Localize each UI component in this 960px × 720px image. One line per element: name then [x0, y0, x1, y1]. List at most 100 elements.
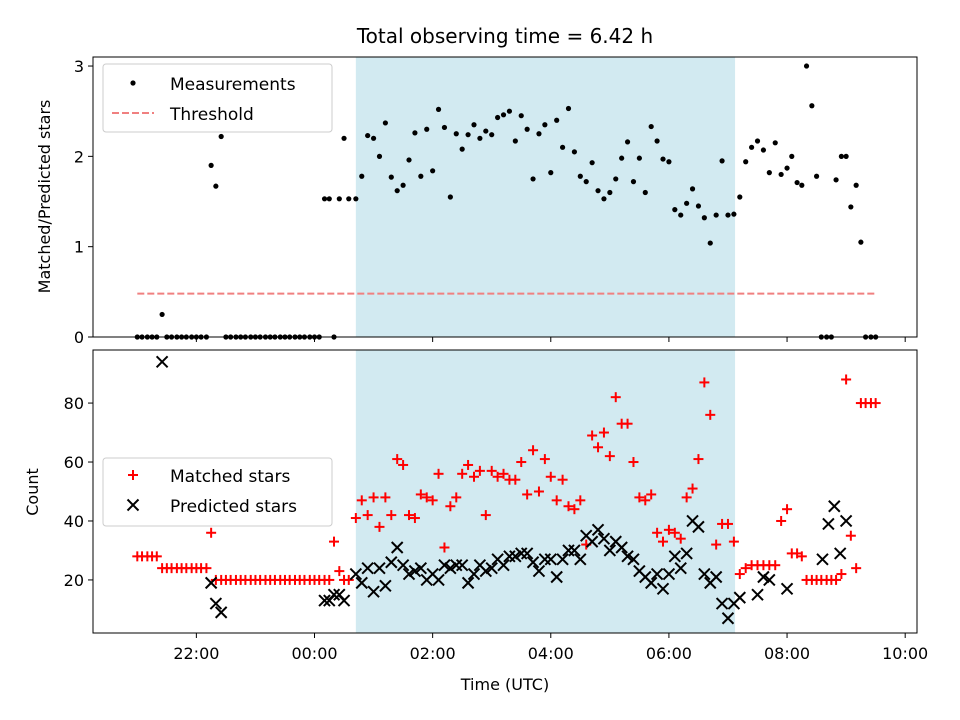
matched-star-point: [796, 551, 807, 562]
predicted-star-point: [562, 544, 575, 557]
legend-measurements-label: Measurements: [170, 75, 296, 95]
matched-star-point: [492, 471, 503, 482]
predicted-star-point: [479, 564, 493, 578]
predicted-star-point: [467, 567, 481, 581]
predicted-star-point: [751, 588, 764, 601]
predicted-star-point: [733, 591, 747, 604]
x-tick-label: 10:00: [882, 644, 928, 663]
measurement-point: [346, 196, 352, 202]
measurement-point: [660, 156, 666, 162]
measurement-point: [803, 63, 810, 69]
matched-star-point: [628, 457, 639, 468]
measurement-point: [648, 123, 654, 130]
legend-matched-marker: [128, 470, 138, 480]
predicted-star-point: [822, 517, 835, 531]
matched-star-point: [841, 374, 852, 385]
measurement-point: [754, 138, 761, 144]
measurement-point: [707, 240, 713, 246]
predicted-star-point: [839, 514, 853, 528]
matched-star-point: [343, 574, 354, 585]
measurement-point: [536, 131, 542, 137]
top-x-axis: [195, 337, 906, 342]
measurement-point: [595, 188, 601, 194]
measurement-point: [412, 130, 418, 136]
predicted-star-point: [361, 561, 374, 575]
top-shaded-interval: [355, 57, 736, 337]
measurement-point: [678, 212, 684, 218]
measurement-point: [326, 196, 332, 202]
bottom-y-axis: 20 40 60 80: [64, 394, 93, 590]
matched-star-point: [634, 492, 645, 503]
matched-star-point: [728, 536, 739, 547]
predicted-star-point: [828, 500, 841, 513]
measurement-point: [430, 168, 436, 174]
measurement-point: [848, 204, 854, 210]
measurement-point: [388, 174, 394, 180]
matched-star-point: [510, 474, 521, 485]
measurement-point: [336, 196, 342, 202]
predicted-star-point: [396, 558, 410, 572]
measurement-point: [843, 153, 849, 159]
matched-star-point: [575, 495, 586, 506]
predicted-star-point: [390, 541, 404, 554]
bottom-x-axis: 22:00 00:00 02:00 04:00 06:00 08:00 10:00: [173, 633, 928, 663]
matched-star-point: [539, 454, 550, 465]
matched-star-point: [415, 489, 426, 500]
measurement-point: [418, 173, 424, 179]
measurement-point: [689, 186, 696, 192]
predicted-star-point: [591, 523, 605, 537]
legend-predicted-label: Predicted stars: [170, 497, 297, 517]
measurement-point: [809, 103, 815, 109]
predicted-star-point: [627, 553, 640, 566]
top-axes-frame: [92, 56, 918, 338]
legend-threshold-label: Threshold: [169, 105, 254, 125]
measurement-point: [813, 173, 820, 179]
matched-star-point: [334, 566, 345, 577]
measurement-point: [737, 194, 743, 200]
x-tick-label: 00:00: [291, 644, 337, 663]
predicted-star-point: [455, 558, 469, 572]
predicted-star-point: [597, 532, 611, 545]
measurement-point: [589, 160, 595, 166]
predicted-star-point: [698, 567, 711, 581]
measurement-point: [672, 207, 678, 213]
predicted-star-point: [585, 535, 599, 548]
matched-star-point: [675, 533, 686, 544]
measurement-point: [559, 144, 566, 150]
predicted-star-point: [520, 547, 534, 560]
matched-star-point: [604, 451, 615, 462]
predicted-star-point: [668, 550, 682, 563]
measurement-point: [799, 182, 805, 188]
measurement-point: [778, 171, 784, 178]
measurement-point: [695, 203, 702, 209]
measurement-point: [853, 182, 859, 188]
predicted-star-point: [414, 561, 428, 575]
matched-star-point: [533, 486, 544, 497]
measurement-point: [483, 128, 489, 134]
measurement-point: [382, 120, 388, 126]
measurement-point: [713, 212, 719, 218]
matched-star-point: [516, 457, 527, 468]
y-tick-label: 0: [74, 328, 84, 347]
bottom-axes-frame: [92, 349, 918, 634]
measurement-point: [524, 126, 530, 132]
measurement-point: [489, 132, 495, 138]
top-panel: 0 1 2 3 Matched/Predicted stars Measurement…: [35, 56, 918, 347]
measurement-point: [447, 194, 453, 200]
matched-star-point: [404, 510, 415, 521]
measurement-point: [794, 179, 800, 186]
measurement-point: [760, 147, 767, 153]
measurement-point: [743, 159, 749, 165]
measurement-point: [441, 124, 448, 131]
predicted-star-point: [204, 576, 218, 590]
matched-star-point: [836, 569, 847, 580]
measurement-point: [577, 173, 583, 179]
measurement-point: [321, 196, 328, 202]
predicted-star-point: [214, 606, 228, 619]
matched-star-point: [498, 468, 509, 479]
measurement-point: [159, 311, 165, 318]
measurement-point: [772, 140, 778, 146]
y-tick-label: 40: [64, 512, 84, 531]
measurement-point: [749, 144, 755, 150]
x-tick-label: 22:00: [173, 644, 219, 663]
